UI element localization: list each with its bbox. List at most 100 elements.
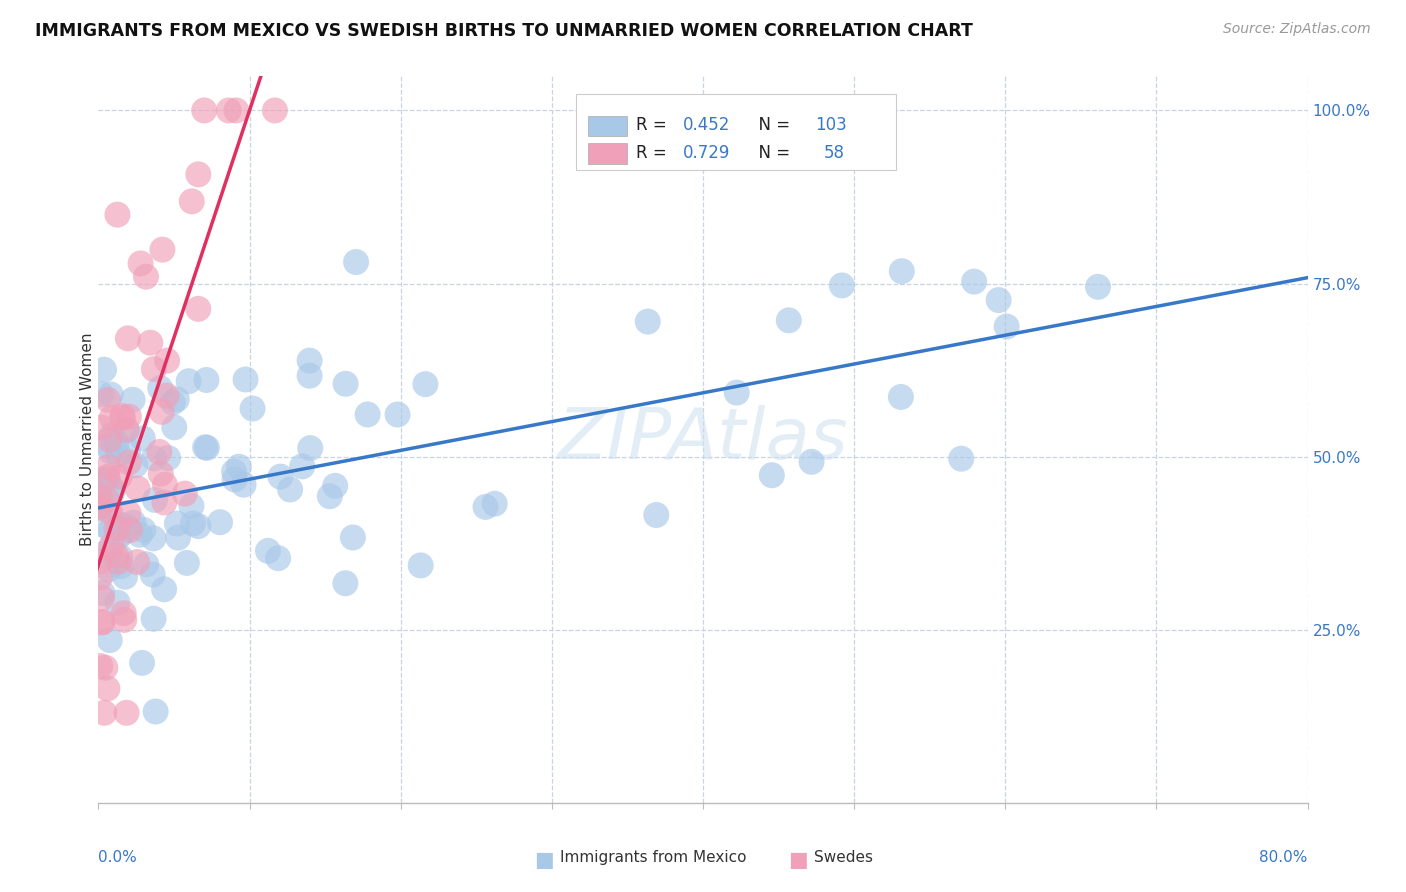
Point bbox=[950, 451, 973, 466]
Point bbox=[135, 558, 157, 572]
Point bbox=[135, 269, 157, 284]
Point bbox=[222, 465, 245, 479]
Text: IMMIGRANTS FROM MEXICO VS SWEDISH BIRTHS TO UNMARRIED WOMEN CORRELATION CHART: IMMIGRANTS FROM MEXICO VS SWEDISH BIRTHS… bbox=[35, 22, 973, 40]
Point bbox=[228, 459, 250, 474]
Text: 0.729: 0.729 bbox=[682, 144, 730, 161]
Point bbox=[100, 444, 122, 458]
Point bbox=[91, 591, 114, 605]
Point bbox=[100, 428, 122, 442]
Point bbox=[111, 409, 134, 424]
Text: 80.0%: 80.0% bbox=[1260, 850, 1308, 865]
Point bbox=[90, 473, 112, 487]
Point bbox=[166, 516, 188, 531]
Point bbox=[319, 489, 342, 503]
Text: Swedes: Swedes bbox=[814, 850, 873, 865]
Point bbox=[890, 264, 912, 278]
Point bbox=[115, 424, 138, 438]
Point bbox=[174, 486, 197, 500]
Point bbox=[125, 555, 148, 569]
Point bbox=[118, 455, 141, 469]
Point bbox=[91, 517, 114, 532]
Point bbox=[177, 374, 200, 388]
Point bbox=[114, 570, 136, 584]
Point bbox=[112, 613, 135, 627]
FancyBboxPatch shape bbox=[588, 116, 627, 136]
FancyBboxPatch shape bbox=[588, 144, 627, 164]
Point bbox=[143, 451, 166, 466]
Point bbox=[128, 528, 150, 542]
Point bbox=[108, 529, 131, 543]
Point bbox=[187, 301, 209, 316]
Point bbox=[90, 387, 112, 401]
Point bbox=[124, 458, 146, 473]
Text: ■: ■ bbox=[534, 850, 554, 870]
Point bbox=[91, 586, 114, 600]
Point bbox=[142, 531, 165, 545]
Point bbox=[187, 167, 209, 181]
Point bbox=[115, 519, 138, 533]
Point bbox=[97, 562, 120, 576]
Point bbox=[725, 385, 748, 400]
Text: Source: ZipAtlas.com: Source: ZipAtlas.com bbox=[1223, 22, 1371, 37]
Point bbox=[118, 409, 141, 424]
Point bbox=[89, 480, 111, 494]
Point bbox=[267, 551, 290, 566]
Text: 103: 103 bbox=[815, 116, 848, 135]
Point bbox=[194, 440, 217, 454]
Text: N =: N = bbox=[748, 144, 796, 161]
Point bbox=[107, 208, 129, 222]
Point bbox=[90, 420, 112, 434]
Point bbox=[100, 410, 122, 425]
Point bbox=[89, 659, 111, 673]
Point bbox=[153, 495, 176, 509]
Text: Immigrants from Mexico: Immigrants from Mexico bbox=[561, 850, 747, 865]
Point bbox=[225, 103, 247, 118]
Point bbox=[145, 705, 167, 719]
Point bbox=[89, 570, 111, 584]
Point bbox=[108, 469, 131, 483]
Point bbox=[96, 471, 118, 485]
Point bbox=[142, 567, 165, 582]
Point bbox=[153, 582, 176, 597]
Point bbox=[149, 467, 172, 481]
Point bbox=[94, 661, 117, 675]
Point bbox=[157, 450, 180, 465]
Text: 0.452: 0.452 bbox=[682, 116, 730, 135]
Point bbox=[97, 459, 120, 474]
Point bbox=[118, 523, 141, 537]
Point bbox=[111, 526, 134, 541]
Point bbox=[122, 516, 145, 530]
Point bbox=[142, 362, 165, 376]
Point bbox=[115, 423, 138, 437]
Point bbox=[761, 468, 783, 483]
Point bbox=[232, 477, 254, 491]
Point bbox=[98, 633, 121, 648]
Point bbox=[93, 706, 115, 720]
Point bbox=[181, 516, 204, 531]
Point bbox=[195, 373, 218, 387]
Point bbox=[98, 505, 121, 519]
Point bbox=[110, 549, 132, 564]
Point bbox=[278, 483, 301, 497]
Point bbox=[101, 484, 124, 499]
Point bbox=[298, 353, 321, 368]
Point bbox=[987, 293, 1010, 307]
Point bbox=[195, 441, 218, 455]
Point bbox=[218, 103, 240, 118]
Point bbox=[269, 469, 291, 483]
Point bbox=[148, 445, 170, 459]
Point bbox=[335, 376, 357, 391]
Point bbox=[242, 401, 264, 416]
Text: ZIPAtlas: ZIPAtlas bbox=[558, 405, 848, 474]
Point bbox=[264, 103, 287, 118]
Point bbox=[117, 443, 139, 458]
Point bbox=[100, 539, 122, 553]
Point bbox=[474, 500, 496, 514]
Point bbox=[127, 482, 149, 496]
Point bbox=[107, 596, 129, 610]
Point bbox=[96, 492, 118, 507]
Point bbox=[235, 372, 257, 386]
Point bbox=[89, 500, 111, 515]
Text: ■: ■ bbox=[787, 850, 807, 870]
Point bbox=[97, 392, 120, 407]
